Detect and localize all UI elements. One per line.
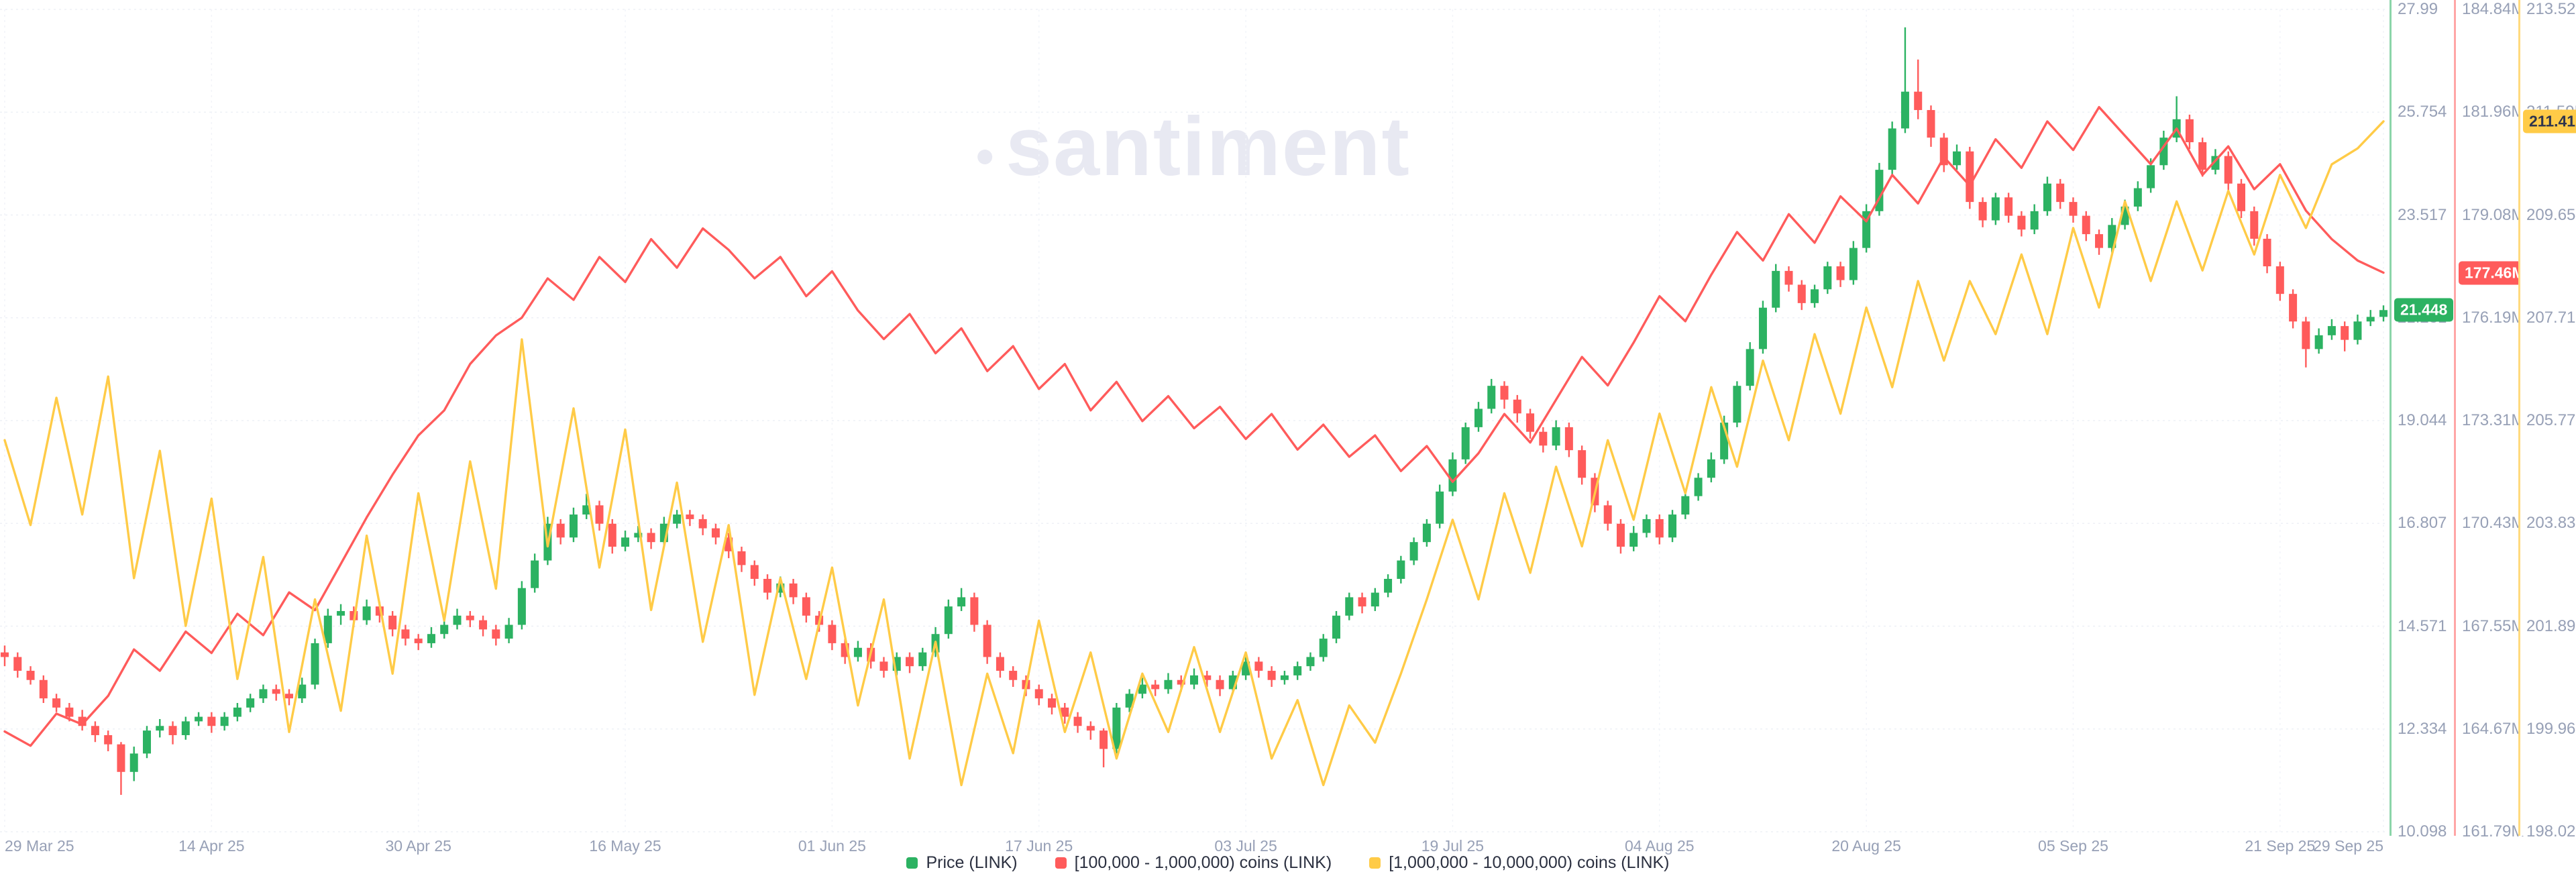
y-axis-tick-label: 179.08M [2462,205,2525,224]
y-axis-tick-label: 207.71M [2526,308,2576,327]
legend-color-swatch [1369,857,1381,869]
y-axis-tick-label: 16.807 [2398,514,2447,533]
x-axis-tick-label: 01 Jun 25 [798,837,866,855]
x-axis-tick-label: 16 May 25 [589,837,661,855]
x-axis-tick-label: 30 Apr 25 [385,837,451,855]
legend-label: [100,000 - 1,000,000) coins (LINK) [1074,853,1332,872]
legend-item[interactable]: Price (LINK) [906,853,1018,872]
y-axis-tick-label: 161.79M [2462,822,2525,840]
x-axis-tick-label: 29 Sep 25 [2313,837,2383,855]
chart-canvas-area: santiment [0,0,2388,836]
x-axis-tick-label: 19 Jul 25 [1421,837,1485,855]
santiment-watermark-text: santiment [1006,101,1411,193]
y-axis-tick-label: 213.52M [2526,0,2576,18]
holders-1m-10m-line-series [3,120,2385,787]
y-axis-tick-label: 10.098 [2398,822,2447,840]
y-axis-tick-label: 27.99 [2398,0,2438,18]
santiment-logo-dot [977,150,993,164]
x-axis-tick-label: 17 Jun 25 [1005,837,1073,855]
holders-100k-1m-y-axis[interactable]: 177.46M 184.84M 181.96M 179.08M 176.19M 173.… [2454,0,2531,840]
time-x-axis[interactable]: 29 Mar 25 14 Apr 25 30 Apr 25 16 May 25 01 J… [0,837,2388,856]
y-axis-tick-label: 170.43M [2462,514,2525,533]
y-axis-tick-label: 164.67M [2462,719,2525,738]
legend-label: Price (LINK) [926,853,1018,872]
x-axis-tick-label: 21 Sep 25 [2245,837,2316,855]
holders-100k-1m-line-series [3,105,2385,747]
y-axis-tick-label: 184.84M [2462,0,2525,18]
y-axis-tick-label: 19.044 [2398,411,2447,429]
chart-legend: Price (LINK) [100,000 - 1,000,000) coins … [0,853,2576,872]
holders-1m-10m-last-value-badge: 211.41M [2523,109,2576,133]
y-axis-tick-label: 201.89M [2526,616,2576,635]
y-axis-tick-label: 167.55M [2462,616,2525,635]
y-axis-tick-label: 25.754 [2398,103,2447,121]
price-last-value-badge: 21.448 [2394,298,2454,322]
x-axis-tick-label: 14 Apr 25 [178,837,245,855]
y-axis-tick-label: 199.96M [2526,719,2576,738]
x-axis-tick-label: 29 Mar 25 [5,837,74,855]
y-axis-tick-label: 14.571 [2398,616,2447,635]
holders-1m-10m-axis-line [2518,0,2520,836]
chart-plot[interactable] [0,0,2388,836]
y-axis-tick-label: 209.65M [2526,205,2576,224]
price-y-axis[interactable]: 21.448 27.9925.75423.51721.28119.04416.8… [2390,0,2454,840]
y-axis-tick-label: 176.19M [2462,308,2525,327]
price-axis-line [2390,0,2392,836]
y-axis-tick-label: 181.96M [2462,103,2525,121]
y-axis-tick-label: 203.83M [2526,514,2576,533]
y-axis-tick-label: 23.517 [2398,205,2447,224]
y-axis-tick-label: 198.02M [2526,822,2576,840]
legend-item[interactable]: [100,000 - 1,000,000) coins (LINK) [1055,853,1332,872]
holders-1m-10m-y-axis[interactable]: 211.41M 213.52M211.59M209.65M207.71M205.… [2518,0,2576,840]
price-candles-series [1,27,2387,796]
y-axis-tick-label: 12.334 [2398,719,2447,738]
legend-label: [1,000,000 - 10,000,000) coins (LINK) [1389,853,1670,872]
x-axis-tick-label: 04 Aug 25 [1624,837,1695,855]
x-axis-tick-label: 03 Jul 25 [1214,837,1277,855]
y-axis-tick-label: 173.31M [2462,411,2525,429]
y-axis-tick-label: 205.77M [2526,411,2576,429]
legend-item[interactable]: [1,000,000 - 10,000,000) coins (LINK) [1369,853,1670,872]
x-axis-tick-label: 20 Aug 25 [1831,837,1901,855]
legend-color-swatch [1055,857,1067,869]
legend-color-swatch [906,857,918,869]
santiment-watermark: santiment [977,99,1411,195]
x-axis-tick-label: 05 Sep 25 [2038,837,2108,855]
holders-100k-1m-axis-line [2454,0,2456,836]
